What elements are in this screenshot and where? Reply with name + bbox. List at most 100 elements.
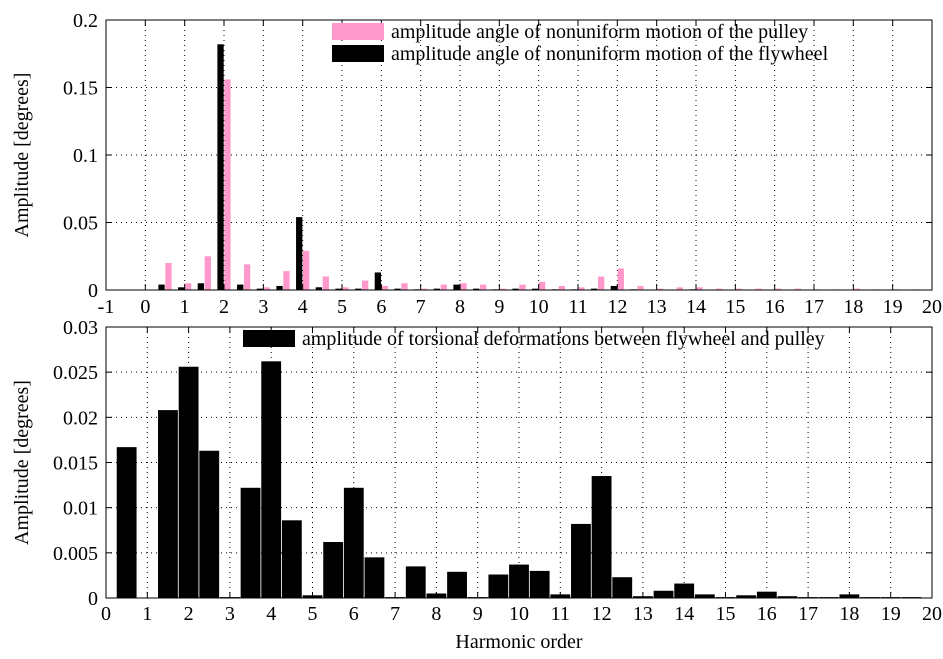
- y-tick-label: 0: [88, 280, 98, 302]
- bar-flywheel: [276, 286, 282, 290]
- bar-pulley: [480, 285, 486, 290]
- x-tick-label: 2: [184, 603, 194, 625]
- x-tick-label: 15: [716, 603, 736, 625]
- legend-swatch: [243, 330, 295, 347]
- x-tick-label: 17: [804, 296, 824, 318]
- bar-torsional: [447, 572, 467, 598]
- x-tick-label: 14: [674, 603, 694, 625]
- y-tick-label: 0.015: [53, 453, 98, 475]
- bar-torsional: [241, 488, 261, 598]
- bar-torsional: [323, 542, 343, 598]
- bar-torsional: [571, 524, 591, 598]
- x-tick-label: 11: [551, 603, 570, 625]
- x-tick-label: 5: [337, 296, 347, 318]
- y-axis-label: Amplitude [degrees]: [11, 380, 33, 545]
- y-tick-label: 0.005: [53, 543, 98, 565]
- bar-torsional: [530, 571, 550, 598]
- bar-flywheel: [296, 217, 302, 290]
- bar-torsional: [365, 557, 385, 598]
- x-tick-label: 19: [883, 296, 903, 318]
- x-tick-label: 16: [765, 296, 785, 318]
- bar-flywheel: [375, 272, 381, 290]
- bar-flywheel: [453, 285, 459, 290]
- bar-torsional: [406, 566, 426, 598]
- y-tick-label: 0.15: [63, 78, 98, 100]
- bar-torsional: [612, 577, 632, 598]
- x-tick-label: 0: [101, 603, 111, 625]
- x-tick-label: 19: [881, 603, 901, 625]
- bar-pulley: [165, 263, 171, 290]
- x-axis-label: Harmonic order: [455, 631, 583, 653]
- x-tick-label: 7: [416, 296, 426, 318]
- bar-torsional: [199, 451, 219, 598]
- x-tick-label: 3: [258, 296, 268, 318]
- x-tick-label: 1: [180, 296, 190, 318]
- x-tick-label: 6: [349, 603, 359, 625]
- bar-pulley: [519, 285, 525, 290]
- bar-pulley: [283, 271, 289, 290]
- x-tick-label: 15: [725, 296, 745, 318]
- y-tick-label: 0.03: [63, 317, 98, 339]
- x-tick-label: 20: [922, 603, 942, 625]
- x-tick-label: 4: [266, 603, 276, 625]
- y-tick-label: 0.2: [73, 10, 98, 32]
- bar-torsional: [179, 367, 199, 598]
- bar-pulley: [244, 264, 250, 290]
- bar-pulley: [460, 283, 466, 290]
- bar-pulley: [539, 282, 545, 290]
- y-tick-label: 0.02: [63, 407, 98, 429]
- bar-pulley: [382, 286, 388, 290]
- x-tick-label: 20: [922, 296, 942, 318]
- y-tick-label: 0.01: [63, 498, 98, 520]
- bar-flywheel: [217, 44, 223, 290]
- x-tick-label: 9: [494, 296, 504, 318]
- x-tick-label: 4: [298, 296, 308, 318]
- bar-torsional: [695, 594, 715, 598]
- legend: amplitude of torsional deformations betw…: [243, 328, 825, 350]
- x-tick-label: 17: [798, 603, 818, 625]
- bar-pulley: [559, 286, 565, 290]
- y-tick-label: 0.1: [73, 145, 98, 167]
- bar-torsional: [117, 447, 137, 598]
- legend-label: amplitude angle of nonuniform motion of …: [391, 21, 808, 43]
- bar-pulley: [637, 286, 643, 290]
- x-tick-label: 8: [455, 296, 465, 318]
- bar-pulley: [303, 251, 309, 290]
- legend-swatch: [332, 23, 384, 40]
- x-tick-label: 11: [568, 296, 587, 318]
- x-tick-label: 13: [633, 603, 653, 625]
- x-tick-label: 6: [376, 296, 386, 318]
- bar-pulley: [205, 256, 211, 290]
- bar-torsional: [592, 476, 612, 598]
- x-tick-label: 3: [225, 603, 235, 625]
- bar-flywheel: [611, 286, 617, 290]
- bar-pulley: [401, 283, 407, 290]
- x-tick-label: 14: [686, 296, 706, 318]
- bar-flywheel: [237, 285, 243, 290]
- legend: amplitude angle of nonuniform motion of …: [332, 21, 829, 65]
- x-tick-label: 13: [647, 296, 667, 318]
- bar-pulley: [441, 285, 447, 290]
- bar-torsional: [261, 361, 281, 598]
- legend-swatch: [332, 45, 384, 62]
- bar-flywheel: [198, 283, 204, 290]
- x-tick-label: 12: [592, 603, 612, 625]
- x-tick-label: 10: [509, 603, 529, 625]
- x-tick-label: 5: [308, 603, 318, 625]
- bar-pulley: [598, 277, 604, 291]
- bar-pulley: [224, 79, 230, 290]
- legend-label: amplitude angle of nonuniform motion of …: [391, 43, 829, 65]
- bar-torsional: [158, 410, 178, 598]
- bar-pulley: [362, 281, 368, 290]
- x-tick-label: 18: [839, 603, 859, 625]
- x-tick-label: 10: [529, 296, 549, 318]
- legend-label: amplitude of torsional deformations betw…: [302, 328, 825, 350]
- x-tick-label: 0: [140, 296, 150, 318]
- bar-flywheel: [158, 285, 164, 290]
- grid-lines: [106, 327, 932, 598]
- bar-torsional: [344, 488, 364, 598]
- bar-torsional: [488, 575, 508, 598]
- x-tick-label: 8: [431, 603, 441, 625]
